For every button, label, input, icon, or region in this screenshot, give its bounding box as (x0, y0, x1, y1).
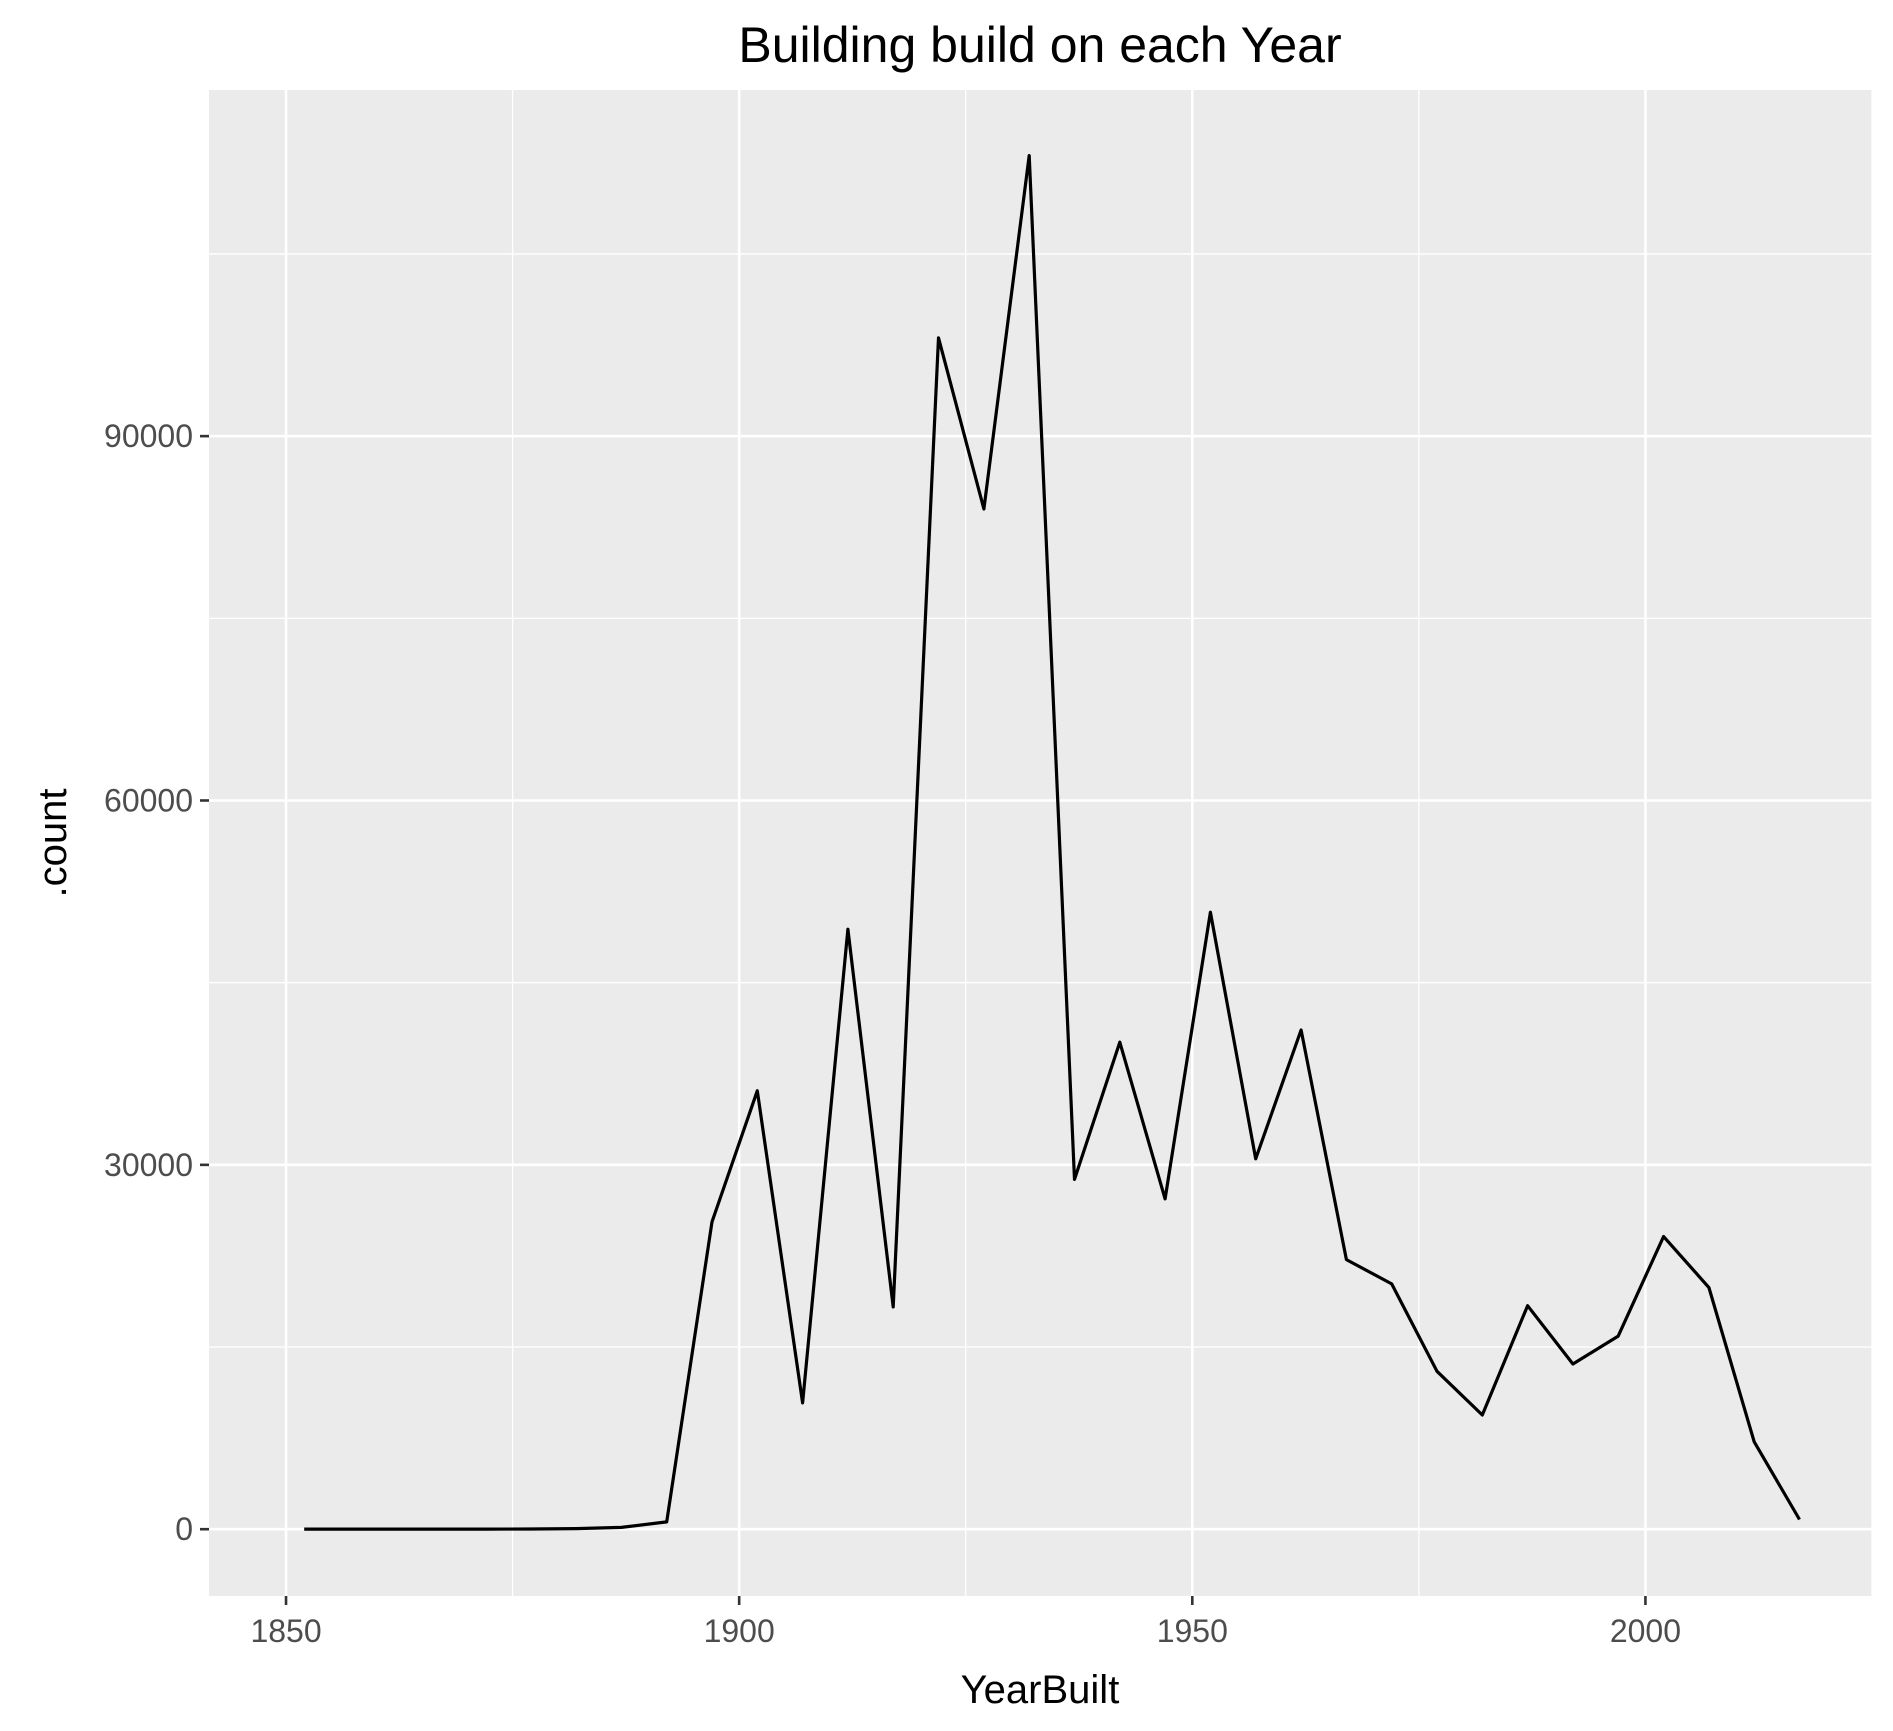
x-axis-title: YearBuilt (961, 1668, 1120, 1712)
y-tick-label: 90000 (104, 418, 193, 454)
y-tick-label: 60000 (104, 782, 193, 818)
x-tick-label: 1900 (704, 1613, 775, 1649)
plot-panel (209, 90, 1872, 1596)
y-tick-label: 0 (175, 1511, 193, 1547)
y-tick-label: 30000 (104, 1147, 193, 1183)
x-tick-label: 1850 (250, 1613, 321, 1649)
y-axis-title: .count (31, 789, 75, 898)
x-tick-label: 1950 (1157, 1613, 1228, 1649)
x-tick-label: 2000 (1610, 1613, 1681, 1649)
grid-lines (209, 90, 1873, 1596)
chart-title: Building build on each Year (738, 17, 1341, 73)
series-line (304, 154, 1801, 1531)
axes: 1850 1900 1950 2000 0 30000 60000 90000 (104, 418, 1681, 1649)
